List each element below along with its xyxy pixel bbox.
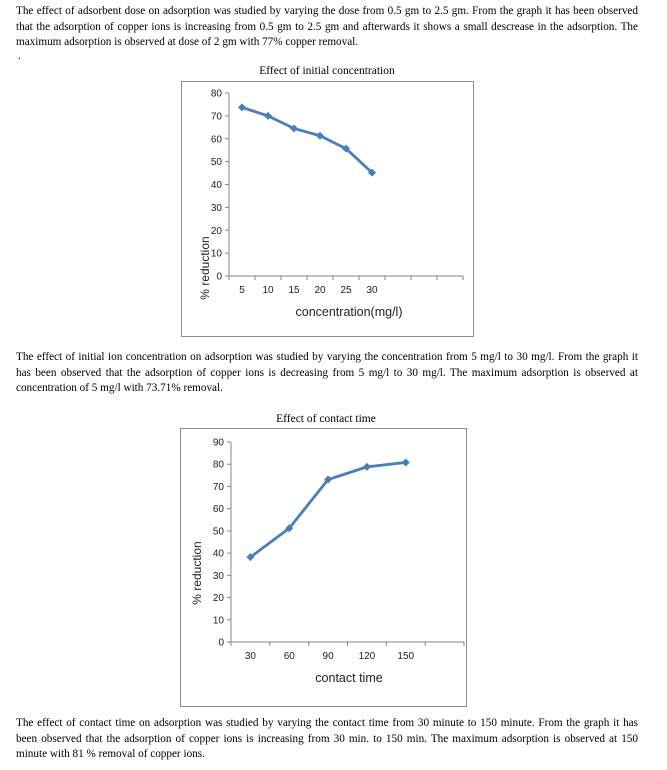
chart-1-data-point bbox=[342, 144, 350, 153]
chart-2-data-point bbox=[246, 553, 255, 562]
chart-2-plot: % reduction contact time 0 10 20 30 40 50 60 70… bbox=[190, 438, 465, 685]
chart-1-ylabel: % reduction bbox=[198, 236, 212, 299]
chart-1-title: Effect of initial concentration bbox=[259, 65, 395, 77]
chart-2-x-tick-label: 150 bbox=[397, 651, 414, 662]
paragraph-adsorbent-dose: The effect of adsorbent dose on adsorpti… bbox=[16, 5, 638, 48]
chart-2-data-point bbox=[324, 475, 333, 484]
chart-2-y-tick-label: 40 bbox=[213, 549, 225, 560]
chart-1-x-tick-label: 10 bbox=[262, 285, 274, 296]
chart-2-x-tick-label: 30 bbox=[245, 651, 257, 662]
chart-2-y-tick-label: 60 bbox=[213, 504, 225, 515]
chart-1-data-point bbox=[238, 103, 246, 112]
chart-2-y-tick-label: 0 bbox=[218, 638, 224, 649]
chart-1-data-point bbox=[290, 124, 298, 133]
chart-2-y-tick-label: 20 bbox=[213, 593, 225, 604]
chart-2-ylabel: % reduction bbox=[190, 541, 204, 604]
chart-1-y-tick-label: 0 bbox=[216, 272, 222, 283]
chart-1-frame: % reduction concentration(mg/l) 0 10 20 30 4… bbox=[181, 81, 474, 337]
chart-1-data-point bbox=[368, 168, 376, 177]
chart-1-y-tick-label: 70 bbox=[211, 111, 223, 122]
chart-2-data-point bbox=[362, 462, 371, 471]
chart-2-data-point bbox=[285, 524, 294, 533]
chart-2-y-tick-label: 10 bbox=[213, 615, 225, 626]
chart-1-y-tick-label: 40 bbox=[211, 180, 223, 191]
chart-1-x-tick-label: 5 bbox=[239, 285, 245, 296]
chart-1-y-tick-label: 20 bbox=[211, 226, 223, 237]
chart-1-x-tick-label: 15 bbox=[288, 285, 300, 296]
chart-2-xlabel: contact time bbox=[315, 671, 382, 685]
chart-2-y-tick-label: 30 bbox=[213, 571, 225, 582]
chart-1-data-point bbox=[316, 131, 324, 140]
chart-1-series-line bbox=[241, 106, 373, 174]
chart-2-title: Effect of contact time bbox=[276, 413, 376, 425]
chart-2-x-tick-label: 60 bbox=[284, 651, 296, 662]
chart-2-x-tick-label: 120 bbox=[359, 651, 376, 662]
chart-2-y-tick-label: 70 bbox=[213, 482, 225, 493]
chart-1-plot: % reduction concentration(mg/l) 0 10 20 30 4… bbox=[198, 89, 464, 319]
chart-1-x-tick-label: 20 bbox=[314, 285, 326, 296]
chart-1-y-tick-label: 30 bbox=[211, 203, 223, 214]
chart-1-xlabel: concentration(mg/l) bbox=[296, 305, 403, 319]
chart-2-y-tick-label: 90 bbox=[213, 438, 225, 449]
paragraph-contact-time: The effect of contact time on adsorption… bbox=[16, 717, 638, 760]
chart-1-y-tick-label: 10 bbox=[211, 249, 223, 260]
chart-2-data-point bbox=[401, 458, 410, 467]
chart-2-x-tick-label: 90 bbox=[323, 651, 335, 662]
chart-1-x-tick-label: 30 bbox=[366, 285, 378, 296]
chart-2-frame: % reduction contact time 0 10 20 30 40 50 60 70… bbox=[180, 428, 467, 707]
chart-1-y-tick-label: 50 bbox=[211, 157, 223, 168]
stray-dot: . bbox=[18, 50, 21, 62]
chart-1-data-point bbox=[264, 111, 272, 120]
chart-1-y-tick-label: 60 bbox=[211, 134, 223, 145]
chart-1-y-tick-label: 80 bbox=[211, 89, 223, 100]
paragraph-initial-concentration: The effect of initial ion concentration … bbox=[16, 351, 638, 394]
chart-1-x-tick-label: 25 bbox=[340, 285, 352, 296]
chart-2-y-tick-label: 50 bbox=[213, 526, 225, 537]
chart-2-y-tick-label: 80 bbox=[213, 460, 225, 471]
